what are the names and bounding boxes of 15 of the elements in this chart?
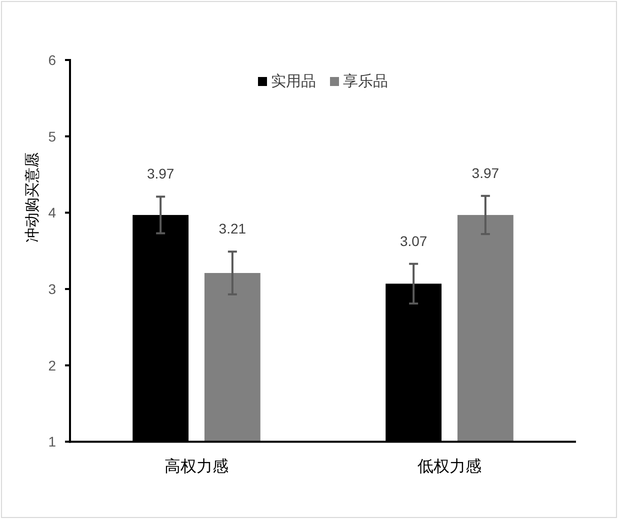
data-label: 3.97 bbox=[146, 166, 174, 182]
y-tick-label: 2 bbox=[48, 357, 56, 374]
x-tick-label: 高权力感 bbox=[164, 458, 228, 476]
data-label: 3.07 bbox=[400, 232, 428, 249]
y-tick-label: 1 bbox=[48, 434, 56, 450]
y-tick-label: 3 bbox=[48, 281, 56, 298]
data-label: 3.21 bbox=[218, 220, 246, 237]
y-tick-label: 4 bbox=[48, 204, 56, 221]
legend-label: 实用品 bbox=[271, 73, 316, 90]
x-tick-label: 低权力感 bbox=[418, 458, 482, 476]
y-tick-label: 5 bbox=[48, 128, 56, 144]
y-axis-title: 冲动购买意愿 bbox=[24, 152, 41, 242]
data-label: 3.97 bbox=[472, 164, 500, 181]
legend-label: 享乐品 bbox=[343, 73, 388, 90]
y-tick-label: 6 bbox=[48, 52, 56, 68]
